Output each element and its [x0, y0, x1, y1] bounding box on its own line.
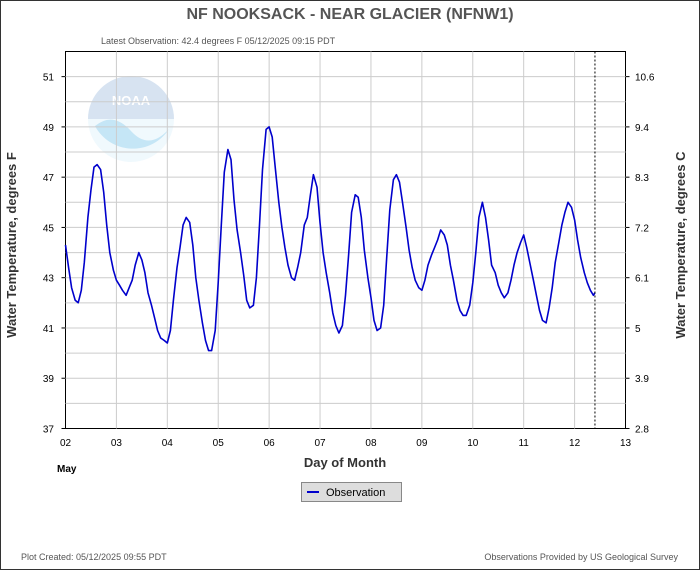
series-group	[64, 126, 596, 352]
y-right-tick-label: 3.9	[635, 374, 649, 385]
noaa-logo: NOAA	[88, 76, 174, 162]
y-right-tick-label: 8.3	[635, 173, 649, 184]
plot-area	[65, 51, 626, 429]
x-tick-label: 02	[60, 438, 72, 449]
y-left-tick-label: 41	[43, 324, 55, 335]
y-right-tick-label: 6.1	[635, 274, 649, 285]
x-tick-label: 07	[314, 438, 326, 449]
y-left-tick-label: 43	[43, 274, 55, 285]
y-left-tick-label: 45	[43, 223, 55, 234]
x-tick-label: 13	[620, 438, 632, 449]
chart-title: NF NOOKSACK - NEAR GLACIER (NFNW1)	[186, 6, 513, 23]
x-tick-label: 05	[213, 438, 225, 449]
y-left-tick-label: 49	[43, 123, 55, 134]
y-axis-right-label: Water Temperature, degrees C	[673, 151, 688, 339]
x-axis-label: Day of Month	[304, 455, 386, 470]
legend-label: Observation	[326, 487, 385, 499]
x-tick-label: 10	[467, 438, 479, 449]
data-source-text: Observations Provided by US Geological S…	[484, 552, 678, 562]
y-left-tick-label: 47	[43, 173, 55, 184]
legend-box	[301, 482, 402, 502]
y-left-tick-label: 37	[43, 425, 55, 436]
x-tick-label: 12	[569, 438, 581, 449]
y-axis-left-ticks: 37 39 41 43 45 47 49 51	[43, 73, 66, 436]
noaa-logo-text: NOAA	[112, 93, 151, 108]
x-axis-ticks: 02 03 04 05 06 07 08 09 10 11 12 13	[60, 438, 632, 449]
y-axis-right-ticks: 2.8 3.9 5 6.1 7.2 8.3 9.4 10.6	[625, 73, 655, 436]
series-line-observation	[64, 126, 596, 352]
x-tick-label: 03	[111, 438, 123, 449]
y-right-tick-label: 7.2	[635, 223, 649, 234]
legend: Observation	[301, 482, 402, 502]
x-tick-label: 04	[162, 438, 174, 449]
y-axis-left-label: Water Temperature, degrees F	[4, 152, 19, 338]
x-tick-label: 08	[365, 438, 377, 449]
y-right-tick-label: 10.6	[635, 73, 655, 84]
y-right-tick-label: 2.8	[635, 425, 649, 436]
y-left-tick-label: 39	[43, 374, 55, 385]
chart-subtitle: Latest Observation: 42.4 degrees F 05/12…	[101, 36, 336, 46]
x-tick-label: 09	[416, 438, 428, 449]
month-label: May	[57, 464, 77, 475]
x-tick-label: 11	[518, 438, 529, 449]
y-right-tick-label: 5	[635, 324, 641, 335]
x-tick-label: 06	[264, 438, 276, 449]
y-right-tick-label: 9.4	[635, 123, 649, 134]
plot-created-text: Plot Created: 05/12/2025 09:55 PDT	[21, 552, 167, 562]
y-left-tick-label: 51	[43, 73, 55, 84]
